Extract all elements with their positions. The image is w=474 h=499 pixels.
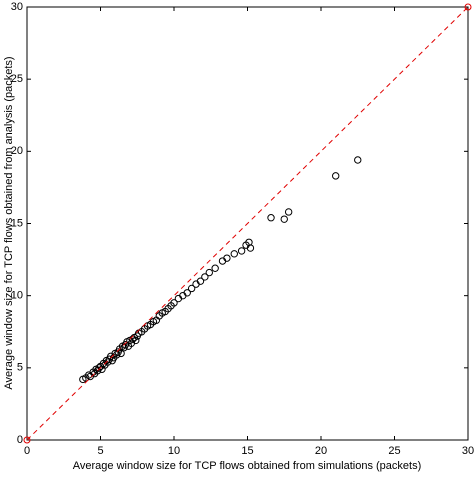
point: [223, 254, 231, 262]
line-marker: [464, 3, 472, 11]
point: [211, 264, 219, 272]
x-tick-label: 10: [168, 445, 180, 457]
point: [267, 214, 275, 222]
x-tick-label: 25: [388, 445, 400, 457]
y-tick-label: 0: [17, 434, 23, 446]
point: [170, 299, 178, 307]
point: [187, 284, 196, 293]
x-tick-label: 20: [315, 445, 327, 457]
x-axis-label: Average window size for TCP flows obtain…: [73, 460, 422, 472]
point: [280, 215, 288, 223]
point: [201, 273, 209, 281]
point: [246, 244, 255, 252]
point: [183, 289, 191, 297]
point: [332, 172, 340, 180]
point: [117, 349, 125, 358]
y-tick-label: 5: [17, 362, 23, 374]
y-axis-label: Average window size for TCP flows obtain…: [3, 56, 15, 389]
point: [354, 156, 362, 164]
point: [230, 250, 238, 258]
point: [132, 336, 140, 345]
x-tick-label: 30: [462, 445, 474, 457]
y-tick-label: 20: [11, 145, 23, 157]
point: [237, 247, 246, 255]
y-tick-label: 15: [11, 217, 23, 229]
x-tick-label: 5: [97, 445, 103, 457]
point: [205, 268, 213, 277]
x-tick-label: 15: [241, 445, 253, 457]
point: [196, 277, 205, 285]
y-tick-label: 10: [11, 290, 23, 302]
x-tick-label: 0: [24, 445, 30, 457]
y-tick-label: 30: [11, 1, 23, 13]
reference-line: [26, 6, 469, 441]
point: [284, 208, 293, 216]
y-tick-label: 25: [11, 73, 23, 85]
line-marker: [23, 436, 31, 444]
